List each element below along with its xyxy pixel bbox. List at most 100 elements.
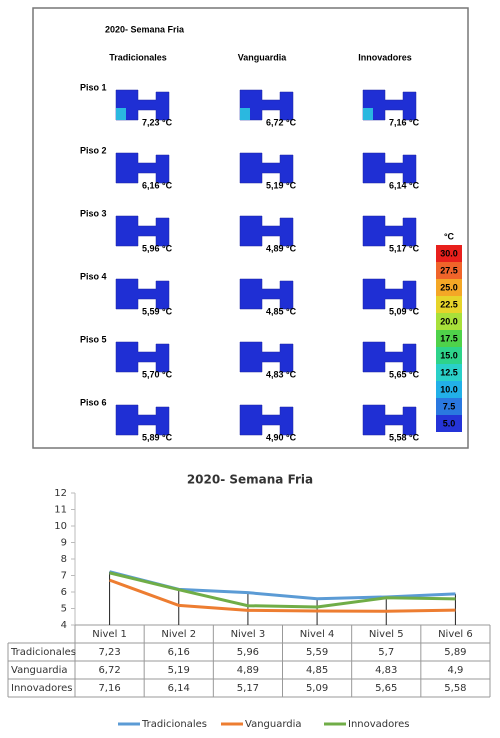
row-label: Piso 4 [80, 271, 107, 281]
temperature-label: 5,58 °C [389, 432, 420, 442]
table-cell: 6,72 [98, 665, 120, 676]
x-tick-label: Nivel 1 [92, 629, 127, 640]
table-cell: 4,89 [237, 665, 259, 676]
temperature-label: 4,85 °C [266, 306, 297, 316]
table-cell: 5,09 [306, 683, 328, 694]
floor-plan [239, 215, 294, 247]
table-cell: 4,85 [306, 665, 328, 676]
y-tick-label: 12 [54, 488, 67, 499]
temperature-label: 6,14 °C [389, 180, 420, 190]
panel-title: 2020- Semana Fria [105, 24, 185, 34]
colorbar-label: 27.5 [440, 265, 458, 275]
y-tick-label: 4 [61, 620, 67, 631]
colorbar-label: 10.0 [440, 384, 458, 394]
floor-plan [115, 215, 170, 247]
colorbar-swatch [436, 245, 462, 262]
thermal-panel: 2020- Semana Fria Tradicionales Vanguardi… [32, 7, 469, 449]
floor-plan-warm [116, 108, 126, 120]
table-cell: 5,59 [306, 647, 328, 658]
floor-plan [362, 341, 417, 373]
temperature-label: 5,89 °C [142, 432, 173, 442]
colorbar-label: 7.5 [443, 401, 456, 411]
table-row-label: Vanguardia [11, 665, 68, 676]
table-cell: 5,19 [168, 665, 190, 676]
floor-plan-warm [363, 108, 373, 120]
legend-label: Innovadores [348, 719, 410, 730]
colorbar-swatch [436, 415, 462, 432]
x-tick-label: Nivel 5 [369, 629, 404, 640]
colorbar-swatch [436, 347, 462, 364]
floor-plan [115, 89, 170, 121]
colorbar-swatch [436, 279, 462, 296]
colorbar-swatch [436, 262, 462, 279]
temperature-label: 5,65 °C [389, 369, 420, 379]
legend-label: Vanguardia [245, 719, 302, 730]
row-label: Piso 3 [80, 208, 107, 218]
temperature-label: 5,96 °C [142, 243, 173, 253]
colorbar-label: 15.0 [440, 350, 458, 360]
colorbar-swatch [436, 364, 462, 381]
colorbar-swatch [436, 313, 462, 330]
floor-plan [239, 341, 294, 373]
temperature-label: 6,72 °C [266, 117, 297, 127]
temperature-label: 7,23 °C [142, 117, 173, 127]
colorbar-label: 20.0 [440, 316, 458, 326]
y-tick-label: 11 [54, 505, 67, 516]
colorbar-swatch [436, 398, 462, 415]
table-cell: 7,23 [98, 647, 120, 658]
table-row-label: Tradicionales [10, 647, 76, 658]
table-cell: 5,65 [375, 683, 397, 694]
y-tick-label: 5 [61, 604, 67, 615]
floor-plan [239, 404, 294, 436]
table-cell: 6,16 [168, 647, 190, 658]
floor-plan [115, 404, 170, 436]
temperature-label: 6,16 °C [142, 180, 173, 190]
temperature-label: 5,19 °C [266, 180, 297, 190]
colorbar-label: 25.0 [440, 282, 458, 292]
temperature-label: 7,16 °C [389, 117, 420, 127]
row-label: Piso 2 [80, 145, 107, 155]
x-tick-label: Nivel 2 [161, 629, 196, 640]
colorbar-label: 17.5 [440, 333, 458, 343]
table-cell: 5,89 [444, 647, 466, 658]
y-tick-label: 9 [61, 538, 67, 549]
floor-plan [362, 152, 417, 184]
row-label: Piso 6 [80, 397, 107, 407]
floor-plan [239, 152, 294, 184]
x-tick-label: Nivel 6 [438, 629, 473, 640]
series-line [109, 571, 456, 609]
y-tick-label: 10 [54, 521, 67, 532]
temperature-label: 4,89 °C [266, 243, 297, 253]
column-header: Tradicionales [109, 52, 167, 62]
row-label: Piso 1 [80, 82, 107, 92]
legend-label: Tradicionales [141, 719, 207, 730]
temperature-label: 5,17 °C [389, 243, 420, 253]
temperature-label: 5,09 °C [389, 306, 420, 316]
chart-title: 2020- Semana Fria [187, 473, 313, 487]
floor-plan [239, 89, 294, 121]
column-header: Innovadores [358, 52, 412, 62]
series-line [109, 578, 456, 613]
floor-plan [239, 278, 294, 310]
row-label: Piso 5 [80, 334, 107, 344]
floor-plan [362, 215, 417, 247]
y-tick-label: 6 [61, 587, 67, 598]
temperature-label: 5,59 °C [142, 306, 173, 316]
temperature-label: 4,90 °C [266, 432, 297, 442]
floor-plan [115, 152, 170, 184]
floor-plan [362, 89, 417, 121]
y-tick-label: 8 [61, 554, 67, 565]
table-cell: 5,58 [444, 683, 466, 694]
table-cell: 6,14 [168, 683, 190, 694]
table-cell: 5,96 [237, 647, 259, 658]
colorbar-swatch [436, 296, 462, 313]
table-cell: 5,7 [378, 647, 394, 658]
floor-plan [362, 404, 417, 436]
line-chart: 2020- Semana Fria 4 5 6 7 8 9 10 11 12 Nivel 1 Niv… [7, 473, 491, 730]
colorbar-label: 12.5 [440, 367, 458, 377]
floor-plan [115, 341, 170, 373]
colorbar-swatch [436, 381, 462, 398]
floor-plan [362, 278, 417, 310]
